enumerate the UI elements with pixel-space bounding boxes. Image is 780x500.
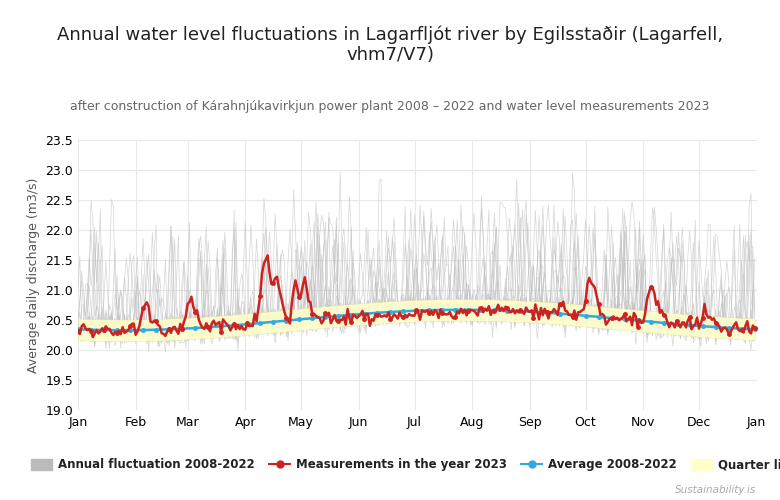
Text: after construction of Kárahnjúkavirkjun power plant 2008 – 2022 and water level : after construction of Kárahnjúkavirkjun … — [70, 100, 710, 113]
Y-axis label: Average daily discharge (m3/s): Average daily discharge (m3/s) — [27, 178, 40, 372]
Legend: Annual fluctuation 2008-2022, Measurements in the year 2023, Average 2008-2022, : Annual fluctuation 2008-2022, Measuremen… — [26, 454, 780, 476]
Text: Sustainability.is: Sustainability.is — [675, 485, 757, 495]
Text: Annual water level fluctuations in Lagarfljót river by Egilsstaðir (Lagarfell,
v: Annual water level fluctuations in Lagar… — [57, 25, 723, 64]
